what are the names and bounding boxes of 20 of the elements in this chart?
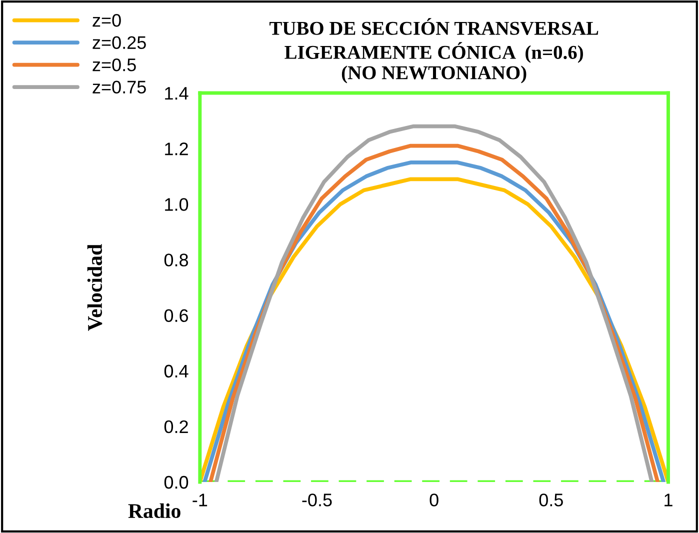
legend-label: z=0.5 (92, 58, 136, 72)
legend-label: z=0.25 (92, 36, 146, 50)
y-tick-label: 1.2 (165, 142, 188, 156)
x-axis-title: Radio (128, 503, 180, 518)
y-axis-title: Velocidad (87, 244, 102, 331)
chart-title: TUBO DE SECCIÓN TRANSVERSAL LIGERAMENTE CÓNICA (n=0.6) (NO NEWTONIANO) (270, 18, 598, 84)
y-tick-label: 1.0 (165, 198, 188, 211)
x-tick-label: -1 (192, 494, 208, 506)
x-tick-label: 0.5 (539, 494, 563, 506)
x-tick-label: 0 (430, 494, 438, 506)
y-tick-label: 0.0 (164, 476, 188, 489)
y-tick-label: 0.6 (164, 309, 188, 322)
legend-label: z=0 (92, 14, 121, 27)
y-tick-label: 0.8 (164, 254, 188, 266)
y-tick-label: 0.2 (164, 420, 188, 434)
legend-label: z=0.75 (92, 80, 146, 94)
y-tick-label: 1.4 (165, 87, 188, 100)
y-tick-label: 0.4 (164, 364, 188, 378)
x-tick-label: -0.5 (302, 494, 332, 506)
x-tick-label: 1 (664, 494, 672, 506)
